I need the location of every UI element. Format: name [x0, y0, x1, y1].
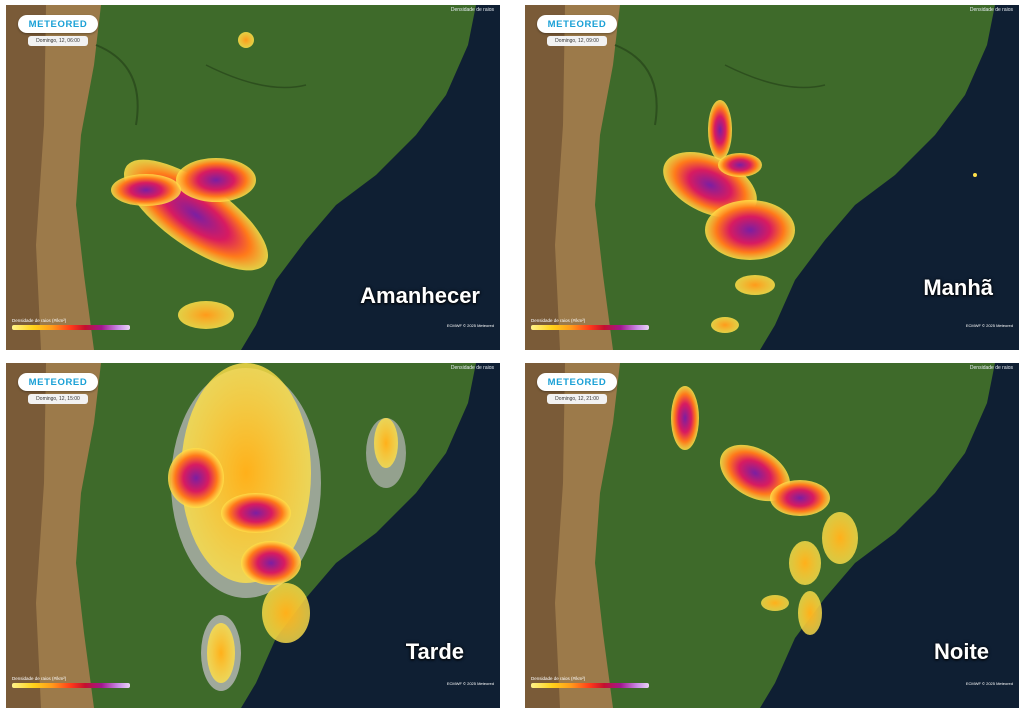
layer-label: Densidade de raios: [969, 365, 1013, 371]
density-legend: Densidade de raios (#/km²): [12, 318, 132, 334]
timestamp-label: Domingo, 12, 09:00: [547, 36, 607, 46]
meteored-logo: METEORED Domingo, 12, 21:00: [537, 373, 617, 409]
timestamp-label: Domingo, 12, 06:00: [28, 36, 88, 46]
copyright: ECMWF © 2025 Meteored: [446, 681, 494, 686]
satellite-map: [525, 5, 1019, 350]
period-label: Manhã: [923, 275, 993, 300]
layer-label: Densidade de raios: [450, 7, 494, 13]
copyright: ECMWF © 2025 Meteored: [446, 323, 494, 328]
legend-title: Densidade de raios (#/km²): [12, 318, 67, 323]
legend-color-scale: [12, 683, 130, 688]
timestamp-label: Domingo, 12, 21:00: [547, 394, 607, 404]
period-label: Noite: [934, 639, 989, 664]
layer-label: Densidade de raios: [969, 7, 1013, 13]
density-legend: Densidade de raios (#/km²): [531, 318, 651, 334]
legend-color-scale: [531, 683, 649, 688]
period-label: Tarde: [405, 639, 464, 664]
legend-color-scale: [12, 325, 130, 330]
legend-title: Densidade de raios (#/km²): [12, 676, 67, 681]
map-panel-night: METEORED Domingo, 12, 21:00 Densidade de…: [525, 363, 1019, 708]
copyright: ECMWF © 2025 Meteored: [965, 681, 1013, 686]
map-panel-afternoon: METEORED Domingo, 12, 15:00 Densidade de…: [6, 363, 500, 708]
legend-color-scale: [531, 325, 649, 330]
map-panel-dawn: METEORED Domingo, 12, 06:00 Densidade de…: [6, 5, 500, 350]
layer-label: Densidade de raios: [450, 365, 494, 371]
copyright: ECMWF © 2025 Meteored: [965, 323, 1013, 328]
satellite-map: [525, 363, 1019, 708]
satellite-map: [6, 363, 500, 708]
logo-text: METEORED: [28, 18, 88, 30]
map-panel-morning: METEORED Domingo, 12, 09:00 Densidade de…: [525, 5, 1019, 350]
timestamp-label: Domingo, 12, 15:00: [28, 394, 88, 404]
logo-text: METEORED: [28, 376, 88, 388]
meteored-logo: METEORED Domingo, 12, 09:00: [537, 15, 617, 51]
logo-text: METEORED: [547, 18, 607, 30]
period-label: Amanhecer: [360, 283, 480, 308]
density-legend: Densidade de raios (#/km²): [12, 676, 132, 692]
legend-title: Densidade de raios (#/km²): [531, 318, 586, 323]
legend-title: Densidade de raios (#/km²): [531, 676, 586, 681]
meteored-logo: METEORED Domingo, 12, 15:00: [18, 373, 98, 409]
logo-text: METEORED: [547, 376, 607, 388]
density-legend: Densidade de raios (#/km²): [531, 676, 651, 692]
meteored-logo: METEORED Domingo, 12, 06:00: [18, 15, 98, 51]
satellite-map: [6, 5, 500, 350]
